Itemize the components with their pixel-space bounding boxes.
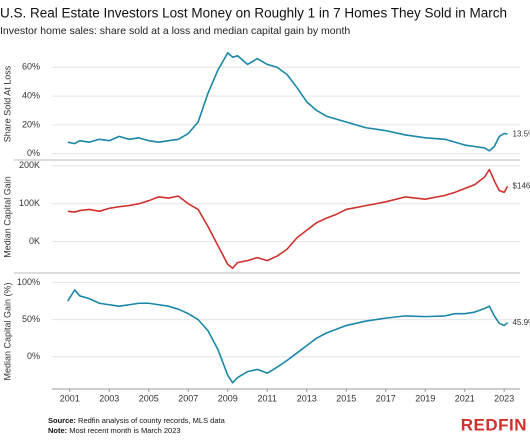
y-tick-label: 200K — [19, 160, 40, 170]
chart-subtitle: Investor home sales: share sold at a los… — [0, 25, 350, 37]
x-tick-label: 2019 — [415, 393, 435, 403]
y-tick-label: 0K — [29, 236, 40, 246]
y-tick-label: 20% — [22, 119, 40, 129]
y-axis-label: Share Sold At Loss — [2, 65, 12, 142]
y-tick-label: 100% — [17, 277, 40, 287]
x-tick-label: 2013 — [297, 393, 317, 403]
x-tick-label: 2009 — [218, 393, 238, 403]
source-label: Source: — [48, 416, 76, 425]
x-tick-label: 2007 — [178, 393, 198, 403]
brand-logo: REDFIN — [461, 415, 527, 434]
end-value-label: 13.5% — [513, 129, 530, 138]
source: Source: Redfin analysis of county record… — [48, 416, 226, 425]
x-tick-label: 2017 — [376, 393, 396, 403]
x-tick-label: 2003 — [99, 393, 119, 403]
y-tick-label: 50% — [22, 314, 40, 324]
x-tick-label: 2005 — [139, 393, 159, 403]
x-tick-label: 2023 — [494, 393, 514, 403]
y-tick-label: 0% — [27, 351, 40, 361]
source-text: Redfin analysis of county records, MLS d… — [78, 416, 226, 425]
data-line — [67, 52, 508, 152]
end-value-label: 45.9% — [513, 318, 530, 327]
note-label: Note: — [48, 426, 67, 435]
note-text: Most recent month is March 2023 — [69, 426, 180, 435]
x-tick-label: 2015 — [336, 393, 356, 403]
x-tick-label: 2001 — [60, 393, 80, 403]
y-tick-label: 60% — [22, 62, 40, 72]
data-line — [67, 289, 509, 384]
y-axis-label: Median Capital Gain — [2, 176, 12, 258]
y-tick-label: 100K — [19, 198, 40, 208]
y-tick-label: 0% — [27, 148, 40, 158]
chart-title: U.S. Real Estate Investors Lost Money on… — [0, 6, 507, 21]
y-axis-label: Median Capital Gain (%) — [2, 282, 12, 380]
end-value-label: $146K — [513, 181, 530, 190]
x-tick-label: 2021 — [455, 393, 475, 403]
note: Note: Most recent month is March 2023 — [48, 426, 181, 435]
data-line — [67, 168, 509, 270]
x-tick-label: 2011 — [258, 393, 277, 403]
y-tick-label: 40% — [22, 90, 40, 100]
